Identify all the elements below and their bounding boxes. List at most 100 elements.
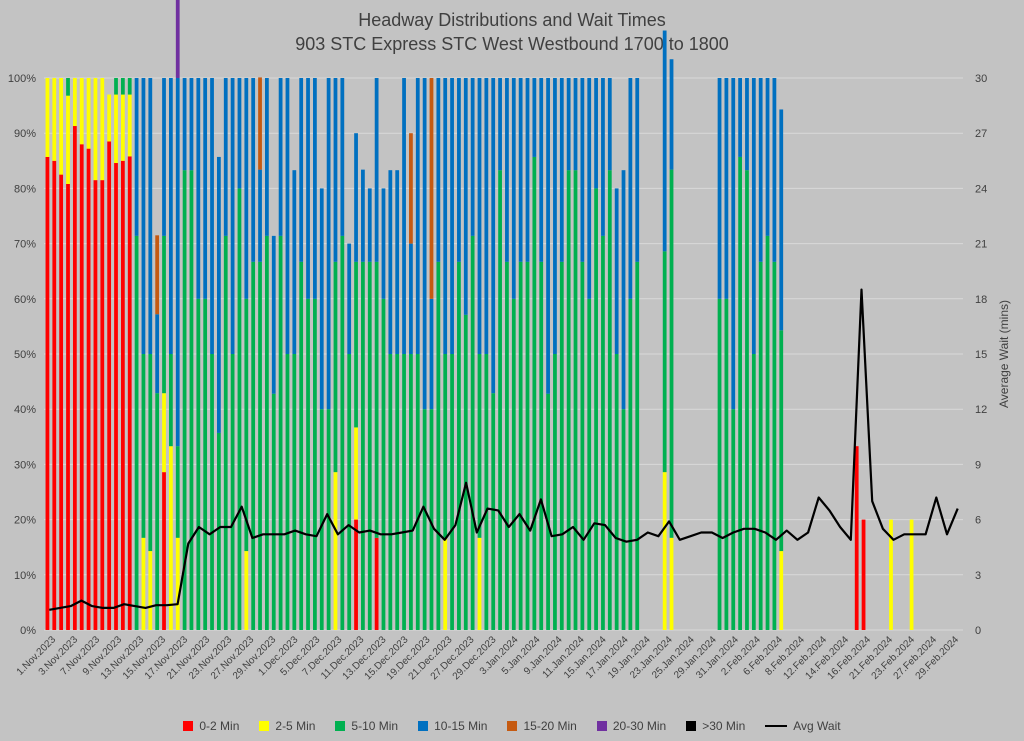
bar-segment xyxy=(388,170,393,354)
bar-segment xyxy=(66,78,70,96)
bar-segment xyxy=(477,537,482,630)
legend-item-10-15: 10-15 Min xyxy=(418,719,487,733)
legend-item-15-20: 15-20 Min xyxy=(507,719,577,733)
bar-segment xyxy=(175,446,180,538)
y2-tick-label: 12 xyxy=(975,404,987,416)
bar-segment xyxy=(436,261,441,630)
bar-segment xyxy=(66,95,70,184)
bar-segment xyxy=(52,78,57,161)
bar-segment xyxy=(573,78,578,171)
bar-segment xyxy=(402,78,406,354)
bar-segment xyxy=(313,298,317,630)
bar-segment xyxy=(271,235,276,394)
bar-segment xyxy=(717,78,722,299)
legend-label-avg-wait: Avg Wait xyxy=(793,719,841,733)
bar-segment xyxy=(745,78,749,171)
legend-item-over-30: >30 Min xyxy=(686,719,745,733)
bar-segment xyxy=(347,243,352,354)
y-tick-label: 20% xyxy=(14,515,36,527)
bar-segment xyxy=(388,354,393,630)
bar-segment xyxy=(573,170,578,630)
bar-segment xyxy=(429,298,434,410)
y2-tick-label: 18 xyxy=(975,294,987,306)
bar-segment xyxy=(141,537,146,630)
bar-segment xyxy=(738,156,742,630)
bar-segment xyxy=(553,78,557,354)
bar-segment xyxy=(854,446,859,630)
bar-segment xyxy=(86,148,91,630)
chart-title: Headway Distributions and Wait Times xyxy=(358,10,666,30)
bar-segment xyxy=(889,519,893,630)
bar-segment xyxy=(662,251,667,473)
legend-label-5-10: 5-10 Min xyxy=(351,719,399,733)
bar-segment xyxy=(361,169,365,262)
bar-segment xyxy=(299,261,304,630)
bar-segment xyxy=(628,78,633,299)
bar-segment xyxy=(429,78,434,299)
bar-segment xyxy=(724,298,729,630)
bar-segment xyxy=(210,354,214,630)
legend-label-over-30: >30 Min xyxy=(702,719,746,733)
bar-segment xyxy=(559,78,564,262)
legend-line-avg-wait xyxy=(765,725,788,727)
bar-segment xyxy=(525,261,530,630)
bar-segment xyxy=(107,141,112,631)
bar-segment xyxy=(511,78,516,299)
bar-segment xyxy=(409,354,413,630)
legend-item-0-2: 0-2 Min xyxy=(183,719,239,733)
legend-item-5-10: 5-10 Min xyxy=(335,719,398,733)
bar-segment xyxy=(148,551,153,630)
bar-segment xyxy=(532,78,537,157)
bar-segment xyxy=(271,393,276,630)
bar-segment xyxy=(505,261,509,630)
bar-segment xyxy=(244,78,249,299)
y2-tick-label: 30 xyxy=(975,73,987,85)
bar-segment xyxy=(306,298,310,630)
bar-segment xyxy=(278,235,283,630)
bar-segment xyxy=(326,78,331,410)
bar-segment xyxy=(175,78,180,447)
bar-segment xyxy=(59,174,64,630)
legend-swatch-over-30 xyxy=(686,721,697,731)
bar-segment xyxy=(491,78,496,394)
bar-segment xyxy=(580,78,585,262)
bar-segment xyxy=(66,183,70,630)
bar-segment xyxy=(443,78,448,354)
bar-segment xyxy=(443,354,448,538)
bar-segment xyxy=(772,78,777,262)
bar-segment xyxy=(162,472,166,630)
chart-subtitle: 903 STC Express STC West Westbound 1700 … xyxy=(295,34,729,54)
avg-wait-line xyxy=(49,288,959,611)
bar-segment xyxy=(162,78,166,236)
bar-segment xyxy=(621,170,626,410)
bar-segment xyxy=(457,261,461,630)
bar-segment xyxy=(319,188,324,410)
bar-segment xyxy=(601,235,605,630)
chart-title-block: Headway Distributions and Wait Times 903… xyxy=(0,8,1024,56)
bar-segment xyxy=(45,78,50,157)
legend-label-0-2: 0-2 Min xyxy=(199,719,240,733)
bar-segment xyxy=(72,126,77,631)
legend-item-20-30: 20-30 Min xyxy=(596,719,666,733)
bar-segment xyxy=(162,235,166,394)
bar-segment xyxy=(669,169,674,538)
bar-segment xyxy=(79,144,84,631)
bar-segment xyxy=(553,354,557,630)
bar-segment xyxy=(751,354,756,630)
bar-segment xyxy=(313,78,317,299)
bar-segment xyxy=(779,330,784,552)
bar-segment xyxy=(409,243,413,354)
bar-segment xyxy=(374,537,379,630)
bar-segment xyxy=(347,354,352,630)
bar-segment xyxy=(93,180,98,630)
bar-segment xyxy=(120,160,125,631)
bar-segment xyxy=(765,78,770,236)
bar-segment xyxy=(758,78,763,262)
bar-segment xyxy=(127,94,132,157)
bar-segment xyxy=(306,78,310,299)
bar-segment xyxy=(175,537,180,630)
bar-segment xyxy=(546,78,550,394)
bar-segment xyxy=(758,261,763,630)
bar-segment xyxy=(518,261,523,630)
bar-segment xyxy=(141,354,146,538)
